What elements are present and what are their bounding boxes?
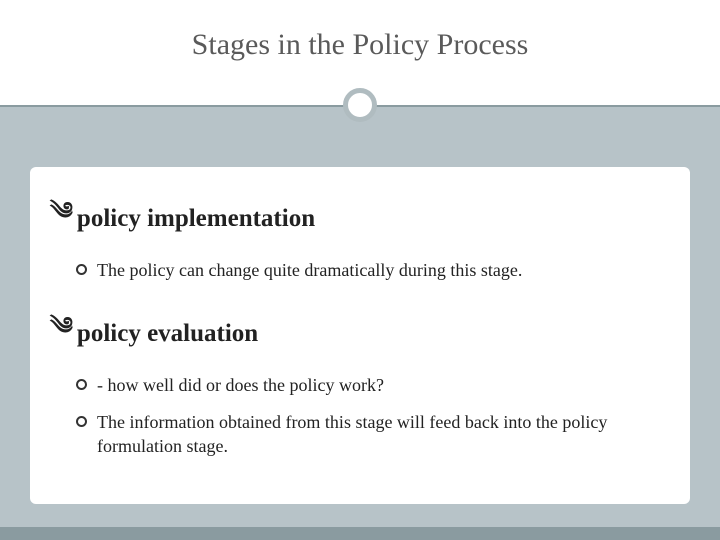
list-item: The policy can change quite dramatically… — [76, 258, 670, 282]
content-panel: ༄ policy implementation The policy can c… — [30, 167, 690, 504]
list-item: - how well did or does the policy work? — [76, 373, 670, 397]
slide: Stages in the Policy Process ༄ policy im… — [0, 0, 720, 540]
section-evaluation: ༄ policy evaluation - how well did or do… — [50, 300, 670, 458]
circle-marker-icon — [343, 88, 377, 122]
section-implementation: ༄ policy implementation The policy can c… — [50, 185, 670, 282]
swirl-bullet-icon: ༄ — [50, 300, 73, 367]
page-title: Stages in the Policy Process — [0, 28, 720, 62]
content-area: ༄ policy implementation The policy can c… — [0, 107, 720, 527]
circle-bullet-icon — [76, 264, 87, 275]
list-item-text: - how well did or does the policy work? — [97, 373, 384, 397]
circle-bullet-icon — [76, 416, 87, 427]
section-heading: ༄ policy implementation — [50, 185, 670, 252]
footer-bar — [0, 527, 720, 540]
list-item-text: The information obtained from this stage… — [97, 410, 670, 459]
circle-bullet-icon — [76, 379, 87, 390]
list-item: The information obtained from this stage… — [76, 410, 670, 459]
section-heading-text: policy implementation — [77, 205, 315, 233]
section-heading-text: policy evaluation — [77, 320, 258, 348]
list-item-text: The policy can change quite dramatically… — [97, 258, 522, 282]
swirl-bullet-icon: ༄ — [50, 185, 73, 252]
section-heading: ༄ policy evaluation — [50, 300, 670, 367]
